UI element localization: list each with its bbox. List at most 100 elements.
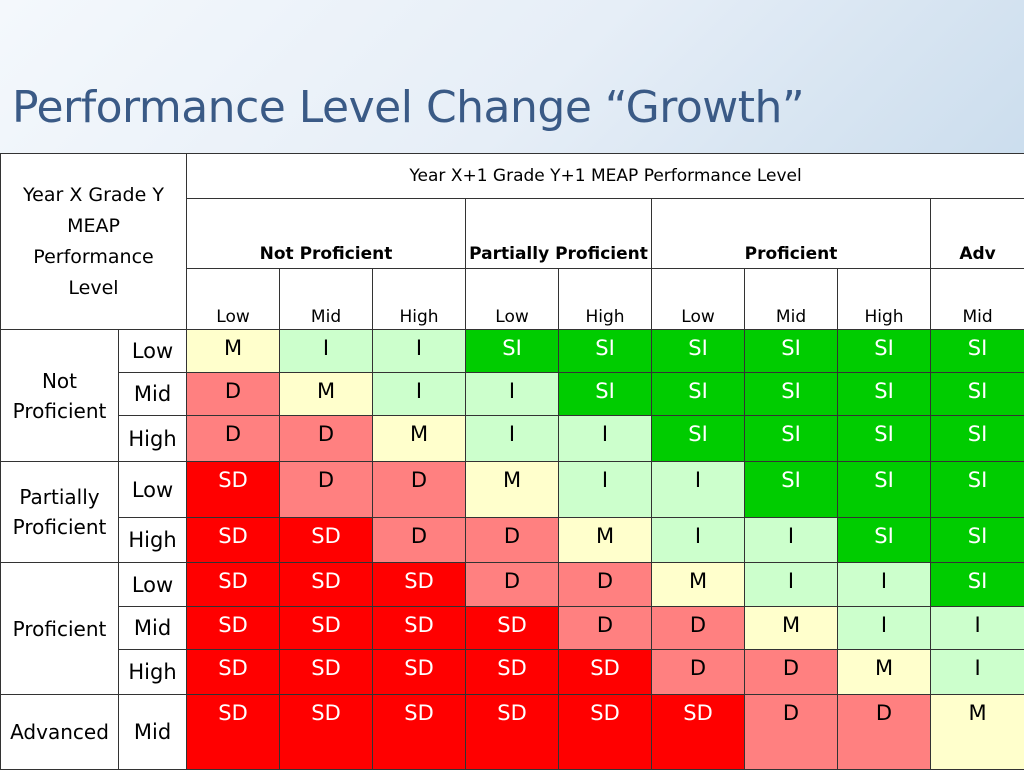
growth-cell: SD: [373, 563, 466, 607]
growth-cell: M: [745, 607, 838, 650]
growth-cell: SI: [652, 373, 745, 416]
growth-cell: SI: [745, 416, 838, 462]
growth-cell: SI: [931, 330, 1024, 373]
growth-cell: SI: [931, 462, 1024, 518]
growth-cell: M: [187, 330, 280, 373]
growth-cell: D: [559, 563, 652, 607]
row-level-label: Low: [119, 563, 187, 607]
growth-cell: SD: [187, 607, 280, 650]
growth-cell: D: [652, 650, 745, 695]
growth-cell: D: [652, 607, 745, 650]
slide-title: Performance Level Change “Growth”: [12, 78, 804, 138]
growth-cell: D: [466, 563, 559, 607]
growth-cell: SI: [838, 373, 931, 416]
growth-cell: SI: [838, 330, 931, 373]
sublevel-header: Low: [652, 269, 745, 330]
growth-cell: D: [745, 650, 838, 695]
corner-header: Year X Grade Y MEAP Performance Level: [1, 154, 187, 330]
growth-cell: SI: [931, 416, 1024, 462]
growth-cell: D: [187, 416, 280, 462]
group-header: Adv: [931, 199, 1024, 269]
growth-cell: I: [466, 373, 559, 416]
growth-cell: M: [373, 416, 466, 462]
growth-cell: I: [931, 607, 1024, 650]
growth-cell: M: [559, 518, 652, 563]
growth-cell: M: [838, 650, 931, 695]
growth-cell: SD: [373, 650, 466, 695]
group-header: Not Proficient: [187, 199, 466, 269]
row-group-label: Not Proficient: [1, 330, 119, 462]
growth-cell: SI: [559, 373, 652, 416]
sublevel-header: Mid: [280, 269, 373, 330]
group-header: Proficient: [652, 199, 931, 269]
sublevel-header: High: [559, 269, 652, 330]
growth-cell: D: [373, 518, 466, 563]
sublevel-header: High: [373, 269, 466, 330]
growth-cell: I: [652, 462, 745, 518]
row-level-label: Mid: [119, 607, 187, 650]
growth-cell: D: [838, 695, 931, 770]
growth-cell: M: [280, 373, 373, 416]
growth-cell: SD: [652, 695, 745, 770]
growth-cell: SD: [373, 607, 466, 650]
growth-cell: SD: [187, 563, 280, 607]
row-level-label: High: [119, 518, 187, 563]
sublevel-header: Mid: [745, 269, 838, 330]
growth-cell: I: [838, 607, 931, 650]
sublevel-header: Low: [187, 269, 280, 330]
growth-cell: SI: [466, 330, 559, 373]
growth-cell: SI: [931, 518, 1024, 563]
growth-cell: SD: [280, 650, 373, 695]
growth-cell: I: [559, 462, 652, 518]
row-level-label: High: [119, 416, 187, 462]
growth-cell: D: [373, 462, 466, 518]
growth-cell: SD: [373, 695, 466, 770]
growth-cell: I: [373, 373, 466, 416]
row-level-label: High: [119, 650, 187, 695]
growth-cell: M: [652, 563, 745, 607]
growth-cell: SD: [187, 462, 280, 518]
growth-cell: SI: [931, 563, 1024, 607]
growth-cell: SD: [187, 695, 280, 770]
growth-cell: I: [745, 518, 838, 563]
growth-cell: SD: [280, 563, 373, 607]
growth-cell: SI: [652, 416, 745, 462]
growth-cell: SI: [838, 416, 931, 462]
growth-cell: D: [745, 695, 838, 770]
growth-cell: M: [931, 695, 1024, 770]
row-group-label: Partially Proficient: [1, 462, 119, 563]
growth-cell: D: [559, 607, 652, 650]
row-level-label: Low: [119, 330, 187, 373]
row-group-label: Advanced: [1, 695, 119, 770]
growth-cell: I: [559, 416, 652, 462]
growth-cell: SD: [466, 695, 559, 770]
growth-cell: I: [931, 650, 1024, 695]
growth-cell: SD: [280, 607, 373, 650]
sublevel-header: High: [838, 269, 931, 330]
growth-cell: D: [187, 373, 280, 416]
growth-cell: SD: [466, 607, 559, 650]
sublevel-header: Mid: [931, 269, 1024, 330]
growth-cell: SI: [838, 462, 931, 518]
row-level-label: Low: [119, 462, 187, 518]
row-level-label: Mid: [119, 695, 187, 770]
growth-cell: SI: [745, 373, 838, 416]
growth-cell: SD: [280, 695, 373, 770]
growth-cell: I: [838, 563, 931, 607]
growth-cell: SI: [745, 330, 838, 373]
row-level-label: Mid: [119, 373, 187, 416]
growth-cell: I: [652, 518, 745, 563]
growth-cell: SD: [559, 695, 652, 770]
growth-cell: SD: [280, 518, 373, 563]
growth-cell: SD: [559, 650, 652, 695]
row-group-label: Proficient: [1, 563, 119, 695]
